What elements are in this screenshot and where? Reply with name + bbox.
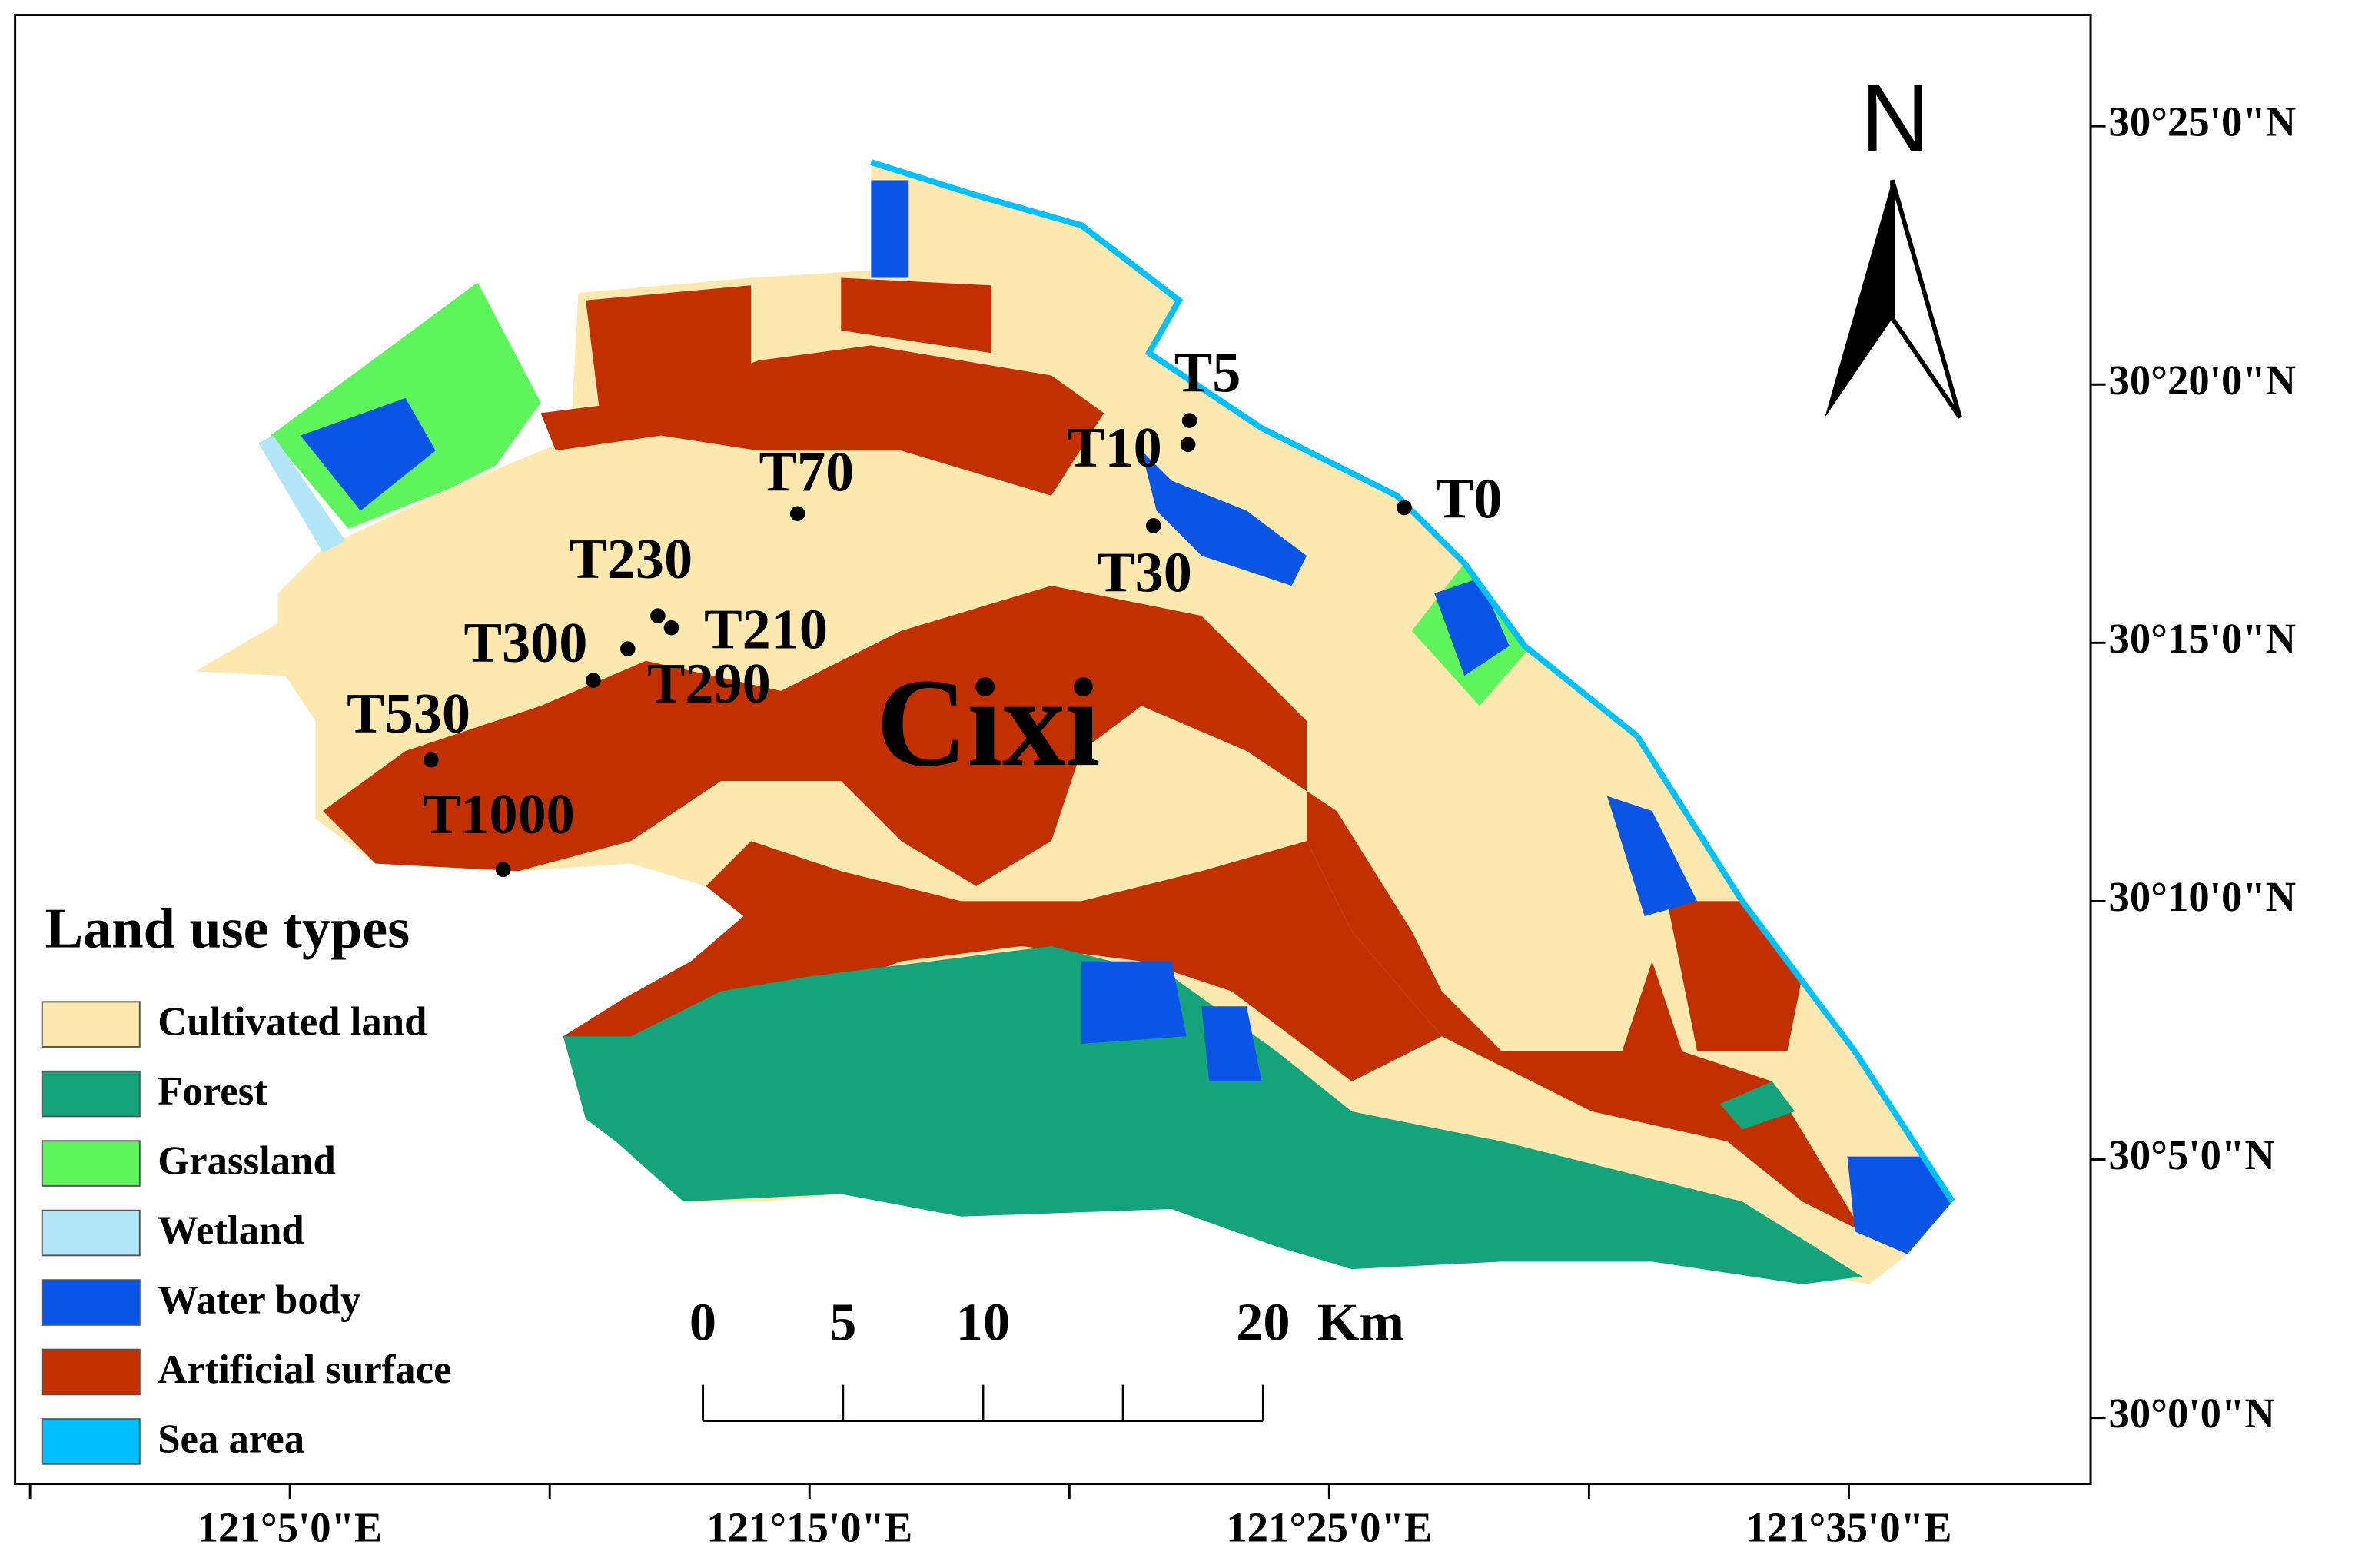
point-label: T1000 bbox=[423, 783, 575, 846]
north-arrow-right bbox=[1890, 179, 1962, 419]
artificial-surface bbox=[540, 345, 1104, 496]
water-body bbox=[1201, 1006, 1262, 1081]
scale-label: 20 bbox=[1236, 1292, 1290, 1352]
water-body bbox=[1081, 961, 1187, 1045]
water-body bbox=[1434, 578, 1510, 676]
lon-label: 121°15'0"E bbox=[706, 1504, 912, 1551]
point-label: T300 bbox=[464, 612, 588, 675]
legend-swatch bbox=[41, 1418, 141, 1465]
sample-point bbox=[663, 620, 679, 636]
lat-label: 30°20'0"N bbox=[2108, 357, 2296, 404]
legend-swatch bbox=[41, 1001, 141, 1048]
lat-label: 30°0'0"N bbox=[2108, 1390, 2274, 1437]
scale-unit: Km bbox=[1317, 1292, 1404, 1352]
lat-label: 30°15'0"N bbox=[2108, 615, 2296, 662]
sea-area bbox=[870, 159, 1955, 1204]
land bbox=[195, 159, 1955, 1284]
legend-swatch bbox=[41, 1070, 141, 1118]
water-body bbox=[1847, 1156, 1953, 1254]
wetland bbox=[258, 435, 346, 553]
point-label: T290 bbox=[647, 653, 771, 716]
scale-bar: 0 5 10 20 Km bbox=[689, 1292, 1404, 1422]
point-label: T70 bbox=[759, 440, 854, 503]
lon-label: 121°35'0"E bbox=[1745, 1504, 1951, 1551]
water-body bbox=[1606, 796, 1698, 916]
lat-label: 30°10'0"N bbox=[2108, 873, 2296, 920]
water-body bbox=[871, 180, 909, 278]
artificial-surface bbox=[563, 841, 1442, 1119]
lon-label: 121°5'0"E bbox=[198, 1504, 383, 1551]
place-label: Cixi bbox=[876, 653, 1101, 792]
forest bbox=[563, 946, 1863, 1284]
legend-label: Cultivated land bbox=[158, 1000, 427, 1045]
legend-swatch bbox=[41, 1140, 141, 1187]
sample-point bbox=[650, 608, 666, 623]
point-label: T10 bbox=[1067, 417, 1162, 480]
sample-point bbox=[1180, 437, 1196, 453]
point-label: T30 bbox=[1097, 541, 1192, 604]
legend: Land use types Cultivated land Forest Gras… bbox=[41, 897, 452, 1465]
lon-label: 121°25'0"E bbox=[1226, 1504, 1432, 1551]
sample-point bbox=[495, 862, 511, 878]
legend-swatch bbox=[41, 1209, 141, 1257]
legend-label: Water body bbox=[158, 1278, 360, 1323]
legend-label: Grassland bbox=[158, 1139, 336, 1184]
sample-point bbox=[1145, 518, 1161, 533]
point-label: T210 bbox=[704, 599, 828, 662]
sample-point bbox=[620, 641, 636, 656]
legend-swatch bbox=[41, 1279, 141, 1326]
water-body bbox=[1141, 450, 1307, 586]
legend-label: Forest bbox=[158, 1069, 267, 1114]
north-label: N bbox=[1861, 65, 1930, 172]
legend-label: Wetland bbox=[158, 1208, 304, 1253]
water-body bbox=[300, 397, 436, 511]
point-label: T5 bbox=[1174, 341, 1241, 404]
sample-point bbox=[1181, 413, 1197, 428]
sample-point bbox=[1397, 500, 1412, 516]
artificial-surface bbox=[323, 586, 1863, 1232]
scale-label: 5 bbox=[829, 1292, 856, 1352]
legend-label: Sea area bbox=[158, 1417, 304, 1462]
sample-point bbox=[424, 752, 439, 768]
legend-title: Land use types bbox=[45, 897, 410, 960]
sample-point bbox=[586, 673, 601, 688]
legend-label: Artificial surface bbox=[158, 1347, 451, 1392]
point-label: T230 bbox=[569, 528, 693, 591]
scale-label: 0 bbox=[689, 1292, 716, 1352]
graticule: 30°25'0"N 30°20'0"N 30°15'0"N 30°10'0"N 30°5… bbox=[28, 98, 2296, 1551]
lat-label: 30°25'0"N bbox=[2108, 98, 2296, 145]
sample-point bbox=[789, 506, 805, 522]
points: T5 T10 T0 T70 T30 T230 T210 T300 T290 T5… bbox=[347, 341, 1503, 878]
point-label: T530 bbox=[347, 683, 470, 746]
artificial-surface bbox=[841, 277, 991, 354]
lat-label: 30°5'0"N bbox=[2108, 1131, 2274, 1178]
forest bbox=[1719, 1081, 1795, 1130]
point-label: T0 bbox=[1436, 468, 1503, 531]
legend-swatch bbox=[41, 1348, 141, 1396]
scale-label: 10 bbox=[956, 1292, 1010, 1352]
